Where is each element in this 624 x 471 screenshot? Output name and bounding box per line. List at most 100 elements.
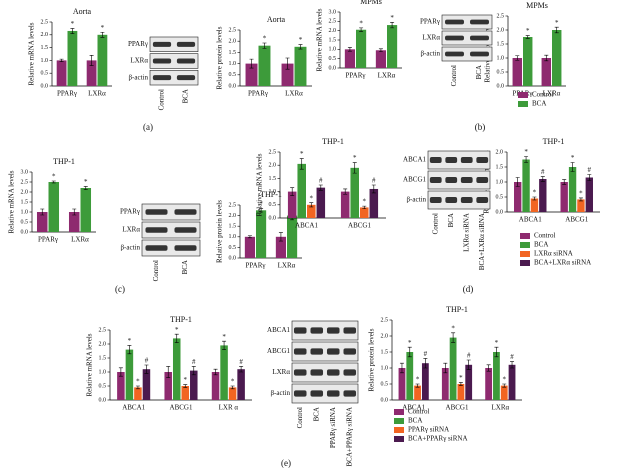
chart-title: THP-1 — [53, 157, 75, 166]
bar — [190, 370, 198, 400]
bar — [164, 372, 172, 400]
error-bar — [570, 162, 575, 172]
legend-label: Control — [534, 232, 555, 240]
blot-lane-label: Control — [158, 89, 166, 110]
y-axis-label: Relative mRNA levels — [256, 153, 264, 216]
y-tick-label: 0.5 — [99, 383, 107, 389]
legend-label: LXRα siRNA — [534, 250, 573, 258]
y-tick-label: 2.0 — [381, 333, 389, 339]
error-bar — [502, 383, 507, 388]
x-tick-label: ABCG1 — [170, 404, 193, 412]
blot-band — [310, 369, 324, 376]
blot-band — [343, 348, 357, 355]
y-tick-label: 2.0 — [21, 189, 29, 195]
x-tick-label: LXRα — [285, 90, 303, 98]
error-bar — [259, 208, 264, 213]
bar — [485, 368, 493, 400]
bar — [406, 352, 414, 400]
bar — [142, 369, 151, 400]
blot-band — [445, 177, 458, 183]
y-tick-label: 1.0 — [41, 58, 49, 64]
error-bar — [532, 196, 537, 201]
significance-mark: * — [451, 324, 455, 332]
x-tick-label: ABCA1 — [519, 216, 542, 224]
significance-mark: * — [408, 339, 412, 347]
bar — [508, 364, 516, 400]
bar — [369, 188, 379, 218]
legend-swatch — [520, 260, 530, 266]
bar — [414, 385, 421, 400]
y-tick-label: 2.5 — [329, 19, 337, 25]
blot-row-label: β-actin — [129, 73, 149, 81]
error-bar — [166, 366, 171, 378]
blot-band — [145, 227, 168, 233]
significance-mark: * — [495, 339, 499, 347]
significance-mark: # — [588, 166, 592, 174]
error-bar — [399, 362, 404, 374]
blot-frame — [427, 150, 491, 170]
y-axis-label: Relative mRNA levels — [8, 170, 16, 233]
significance-mark: # — [145, 357, 149, 365]
y-tick-label: 1.5 — [41, 45, 49, 51]
significance-mark: * — [231, 378, 235, 386]
y-tick-label: 1.0 — [99, 369, 107, 375]
legend-label: Control — [532, 91, 553, 99]
y-tick-label: 1.5 — [229, 50, 237, 56]
error-bar — [371, 184, 376, 194]
significance-mark: * — [363, 198, 367, 206]
x-tick-label: PPARγ — [248, 90, 268, 98]
blot-frame — [149, 70, 199, 86]
legend-label: BCA+PPARγ siRNA — [408, 435, 468, 443]
y-axis-label: Relative protein levels — [216, 26, 224, 89]
blot-lane-label: PPARγ siRNA — [329, 407, 337, 448]
panel-label: (c) — [115, 284, 125, 294]
y-tick-label: 2.5 — [229, 27, 237, 33]
blot-row-label: ABCA1 — [403, 156, 426, 164]
bar — [125, 349, 134, 400]
chart-title: THP-1 — [260, 190, 282, 199]
error-bar — [544, 54, 549, 62]
bar — [514, 182, 522, 212]
error-bar — [510, 361, 515, 369]
significance-mark: * — [184, 376, 188, 384]
error-bar — [390, 21, 395, 29]
bar — [86, 60, 97, 86]
blot-band — [445, 35, 464, 41]
panel-label: (a) — [143, 122, 153, 132]
bar — [237, 369, 245, 400]
blot-frame — [427, 190, 491, 210]
error-bar — [423, 358, 428, 369]
significance-mark: * — [416, 376, 420, 384]
error-bar — [494, 346, 499, 358]
bar — [97, 34, 108, 86]
blot-band — [152, 75, 172, 81]
blot-row-label: PPARγ — [420, 18, 440, 26]
blot-band — [176, 41, 196, 47]
blot-frame — [291, 341, 359, 362]
significance-mark: * — [175, 326, 179, 334]
significance-mark: * — [52, 173, 56, 181]
bar — [134, 387, 142, 400]
blot-lane-label: LXRα siRNA — [462, 213, 470, 252]
error-bar — [562, 179, 567, 185]
blot-band — [145, 245, 168, 251]
significance-mark: * — [101, 24, 105, 32]
bar — [281, 63, 294, 86]
error-bar — [486, 364, 491, 372]
bar — [356, 29, 367, 68]
blot-frame — [441, 14, 493, 30]
legend-label: BCA — [534, 241, 548, 249]
significance-mark: * — [555, 19, 559, 27]
blot-band — [460, 157, 473, 163]
y-tick-label: 1.5 — [269, 176, 277, 182]
error-bar — [174, 333, 179, 343]
blot-lane-label: Control — [450, 65, 458, 86]
bar — [181, 386, 190, 400]
chart-title: THP-1 — [543, 137, 565, 146]
bar — [577, 199, 585, 212]
bar — [350, 167, 359, 218]
bar — [294, 46, 307, 86]
legend-swatch — [518, 101, 528, 107]
blot-lane-label: Control — [296, 407, 304, 428]
